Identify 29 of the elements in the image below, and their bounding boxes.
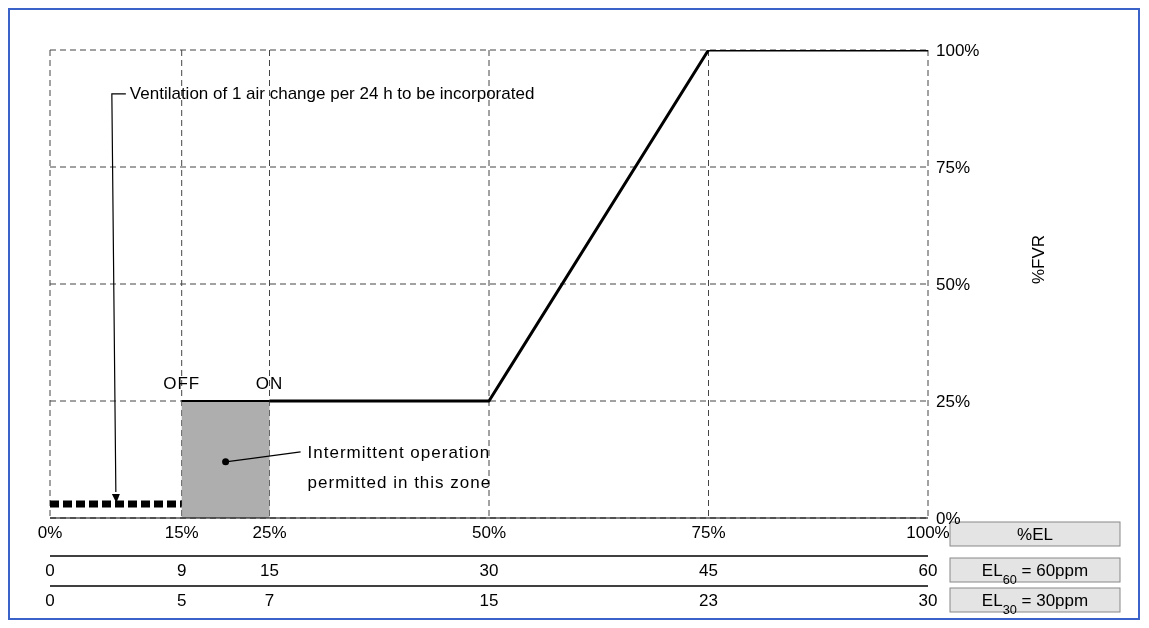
y-tick-label: 25% (936, 392, 971, 412)
x-tick-label: 50% (471, 523, 507, 543)
x-tick-label: 75% (691, 523, 726, 543)
annotation: ON (255, 374, 284, 393)
annotation: Intermittent operation permitted in this zone (307, 442, 492, 492)
x2-axis-title: EL$_{60}$ = 60ppm (981, 561, 1089, 587)
text: 30 (918, 591, 938, 610)
annotation: Ventilation of 1 air change per 24 h to be incorporated (129, 83, 535, 103)
x2-tick-label: 60 (918, 561, 938, 580)
x2-tick-label: 30 (479, 561, 499, 580)
text: 0 (45, 591, 55, 610)
x2-tick-label: 0 (45, 561, 55, 580)
x-tick-label: 25% (252, 523, 287, 543)
x2-tick-label: 15 (260, 561, 279, 580)
x-tick-label: 0% (37, 523, 63, 543)
y-tick-label: 75% (936, 158, 971, 178)
x2-tick-label: 45 (699, 561, 718, 580)
y-axis-title: %FVR (1029, 234, 1049, 284)
text: 23 (699, 591, 718, 610)
annotation: OFF (163, 374, 201, 393)
x-tick-label: 15% (164, 523, 199, 543)
text: EL$_{30}$ = 30ppm (981, 591, 1089, 617)
x2-tick-label: 9 (176, 561, 187, 580)
y-tick-label: 100% (936, 41, 980, 61)
y-tick-label: 50% (936, 275, 971, 295)
x-axis-title: %EL (1017, 525, 1053, 544)
text: 15 (479, 591, 499, 610)
text: 7 (264, 591, 275, 610)
text: 5 (176, 591, 187, 610)
